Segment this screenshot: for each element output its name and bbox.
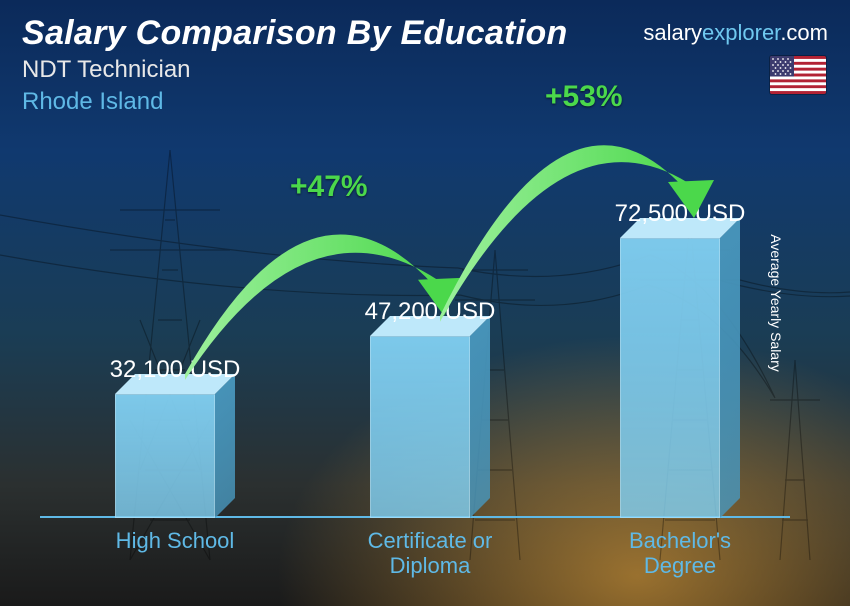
- bar-2: 72,500 USDBachelor'sDegree: [565, 238, 795, 518]
- bar3d: [370, 336, 490, 518]
- brand-accent: explorer: [702, 20, 780, 45]
- bar-chart: 32,100 USDHigh School47,200 USDCertifica…: [40, 130, 790, 576]
- brand-suffix: .com: [780, 20, 828, 45]
- chart-subtitle: NDT Technician: [22, 56, 191, 84]
- bar-1: 47,200 USDCertificate orDiploma: [315, 336, 545, 518]
- chart-title: Salary Comparison By Education: [22, 14, 568, 53]
- bar-x-label: High School: [116, 528, 235, 553]
- bar3d: [115, 394, 235, 518]
- bar-side: [470, 316, 490, 518]
- chart-region: Rhode Island: [22, 88, 163, 116]
- bar-side: [215, 374, 235, 518]
- bar-value-label: 32,100 USD: [110, 356, 241, 384]
- brand-logo-text: salaryexplorer.com: [643, 20, 828, 46]
- bar-front: [370, 336, 470, 518]
- bar3d: [620, 238, 740, 518]
- bar-0: 32,100 USDHigh School: [60, 394, 290, 518]
- brand-prefix: salary: [643, 20, 702, 45]
- bar-value-label: 72,500 USD: [615, 200, 746, 228]
- jump-label-0: +47%: [290, 170, 368, 204]
- infographic-canvas: Salary Comparison By Education NDT Techn…: [0, 0, 850, 606]
- bar-front: [115, 394, 215, 518]
- jump-label-1: +53%: [545, 80, 623, 114]
- bar-x-label: Bachelor'sDegree: [629, 528, 731, 579]
- bar-side: [720, 218, 740, 518]
- bar-front: [620, 238, 720, 518]
- bar-value-label: 47,200 USD: [365, 298, 496, 326]
- flag-icon: [770, 56, 826, 94]
- bar-x-label: Certificate orDiploma: [368, 528, 493, 579]
